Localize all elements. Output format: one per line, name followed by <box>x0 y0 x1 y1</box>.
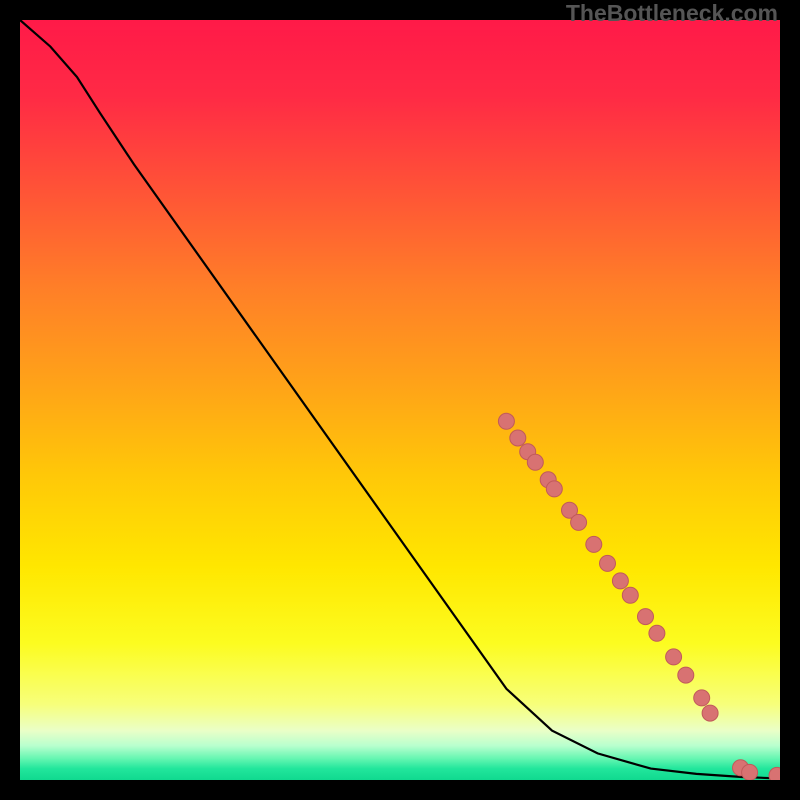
scatter-point <box>742 764 758 780</box>
scatter-point <box>702 705 718 721</box>
scatter-point <box>498 413 514 429</box>
scatter-point <box>510 430 526 446</box>
watermark-text: TheBottleneck.com <box>566 0 778 27</box>
scatter-point <box>678 667 694 683</box>
scatter-point <box>622 587 638 603</box>
chart-svg <box>20 20 780 780</box>
scatter-point <box>527 454 543 470</box>
plot-area <box>20 20 780 780</box>
scatter-point <box>600 555 616 571</box>
scatter-point <box>612 573 628 589</box>
gradient-background <box>20 20 780 780</box>
scatter-point <box>649 625 665 641</box>
scatter-point <box>638 609 654 625</box>
scatter-point <box>666 649 682 665</box>
scatter-point <box>571 514 587 530</box>
scatter-point <box>546 481 562 497</box>
scatter-point <box>694 690 710 706</box>
scatter-point <box>586 536 602 552</box>
